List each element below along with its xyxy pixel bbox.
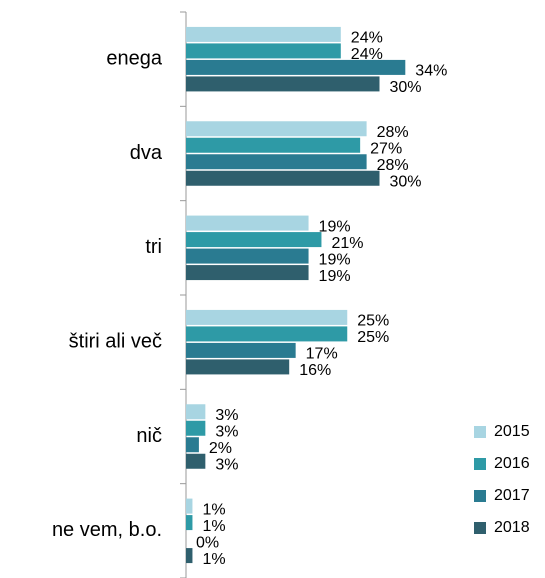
bar bbox=[186, 498, 193, 514]
legend-swatch bbox=[474, 426, 486, 438]
bar bbox=[186, 137, 361, 153]
data-label: 28% bbox=[377, 157, 409, 174]
bar bbox=[186, 359, 290, 375]
category-label: dva bbox=[130, 142, 163, 164]
data-label: 1% bbox=[202, 501, 225, 518]
data-label: 16% bbox=[299, 362, 331, 379]
data-label: 30% bbox=[390, 79, 422, 96]
bar bbox=[186, 170, 380, 186]
legend-swatch bbox=[474, 458, 486, 470]
data-label: 34% bbox=[415, 63, 447, 80]
data-label: 19% bbox=[319, 268, 351, 285]
bar bbox=[186, 342, 296, 358]
category-label: tri bbox=[145, 236, 162, 258]
category-label: enega bbox=[106, 47, 162, 69]
data-label: 1% bbox=[202, 518, 225, 535]
legend-swatch bbox=[474, 522, 486, 534]
bar bbox=[186, 232, 322, 248]
data-label: 21% bbox=[331, 235, 363, 252]
bar bbox=[186, 43, 341, 59]
bar bbox=[186, 515, 193, 531]
bar bbox=[186, 248, 309, 264]
data-label: 2% bbox=[209, 440, 232, 457]
legend-swatch bbox=[474, 490, 486, 502]
data-label: 25% bbox=[357, 313, 389, 330]
data-label: 19% bbox=[319, 251, 351, 268]
category-label: ne vem, b.o. bbox=[52, 519, 162, 541]
bar bbox=[186, 76, 380, 92]
data-label: 30% bbox=[390, 173, 422, 190]
data-label: 3% bbox=[215, 456, 238, 473]
data-label: 3% bbox=[215, 423, 238, 440]
bar bbox=[186, 26, 341, 42]
bar bbox=[186, 265, 309, 281]
data-label: 19% bbox=[319, 218, 351, 235]
bar bbox=[186, 437, 199, 453]
category-label: nič bbox=[136, 425, 162, 447]
bar bbox=[186, 548, 193, 564]
bar bbox=[186, 404, 206, 420]
legend-label: 2016 bbox=[494, 455, 530, 472]
bar bbox=[186, 420, 206, 436]
legend-label: 2017 bbox=[494, 487, 530, 504]
bar bbox=[186, 121, 367, 137]
data-label: 0% bbox=[196, 534, 219, 551]
data-label: 24% bbox=[351, 46, 383, 63]
bar bbox=[186, 59, 406, 75]
bar bbox=[186, 215, 309, 231]
bar bbox=[186, 154, 367, 170]
data-label: 28% bbox=[377, 124, 409, 141]
legend-label: 2018 bbox=[494, 519, 530, 536]
data-label: 27% bbox=[370, 140, 402, 157]
data-label: 25% bbox=[357, 329, 389, 346]
bar bbox=[186, 453, 206, 469]
bar bbox=[186, 309, 348, 325]
data-label: 1% bbox=[202, 551, 225, 568]
legend-label: 2015 bbox=[494, 423, 530, 440]
data-label: 24% bbox=[351, 30, 383, 47]
data-label: 17% bbox=[306, 346, 338, 363]
data-label: 3% bbox=[215, 407, 238, 424]
category-label: štiri ali več bbox=[69, 330, 162, 352]
bar bbox=[186, 326, 348, 342]
